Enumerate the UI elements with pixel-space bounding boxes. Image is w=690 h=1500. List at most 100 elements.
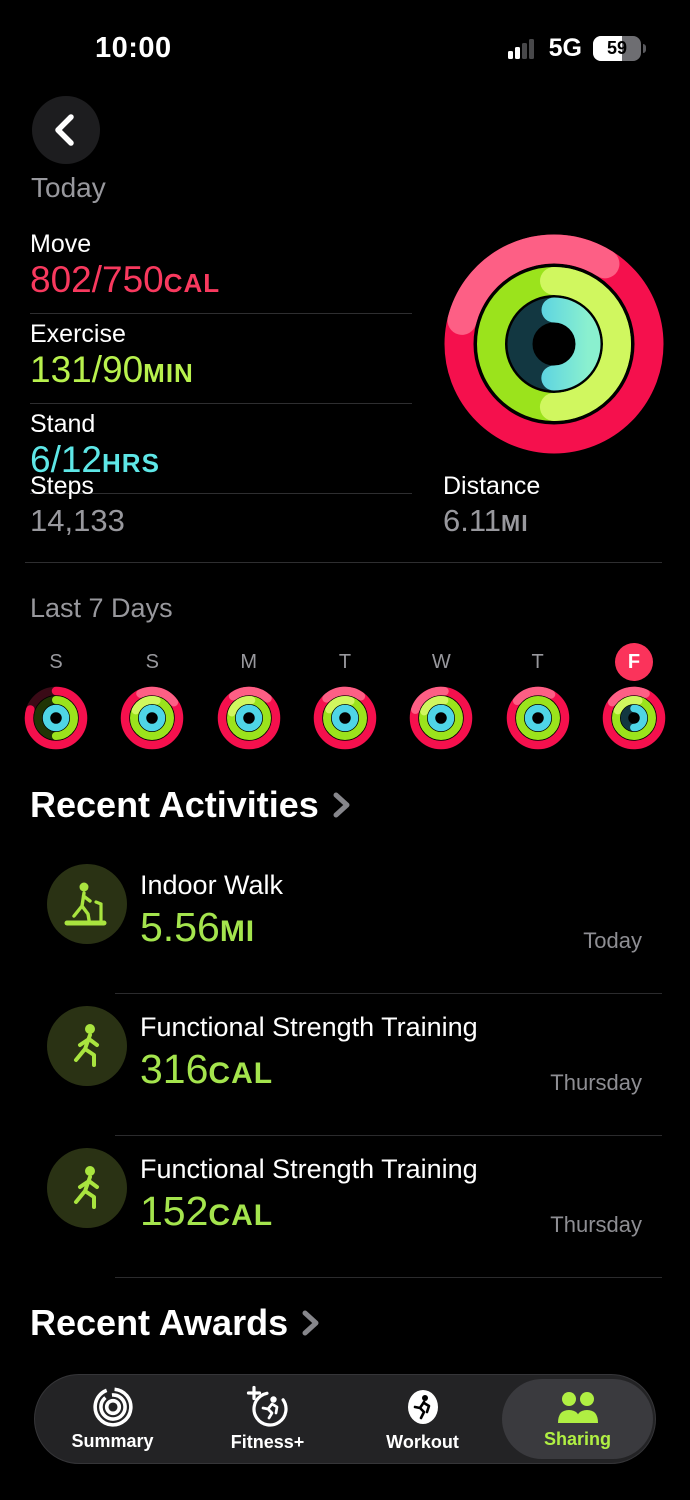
mini-activity-rings [313, 686, 377, 750]
last-7-days-row: S S M T W T F [20, 640, 670, 750]
day-letter: T [338, 650, 352, 673]
strength-training-icon [47, 1148, 127, 1228]
activity-title: Indoor Walk [140, 870, 284, 900]
workout-runner-icon [407, 1390, 438, 1424]
distance-number: 6.11 [443, 503, 502, 538]
day-letter: S [49, 650, 63, 673]
activity-unit: MI [219, 915, 256, 948]
recent-activities-header[interactable]: Recent Activities [30, 784, 351, 826]
tab-summary[interactable]: Summary [37, 1379, 188, 1459]
activity-title: Functional Strength Training [140, 1012, 478, 1042]
distance-label: Distance [443, 472, 541, 500]
sharing-people-icon [557, 1392, 598, 1423]
activity-value: 5.56MI [140, 902, 690, 957]
move-metric: Move 802/750CAL [30, 224, 412, 314]
tab-sharing-label: Sharing [543, 1429, 611, 1449]
battery-nub [643, 44, 646, 53]
recent-awards-header[interactable]: Recent Awards [30, 1302, 320, 1344]
activity-unit: CAL [208, 1057, 274, 1090]
tab-workout[interactable]: Workout [347, 1379, 498, 1459]
chevron-left-icon [55, 114, 74, 146]
distance-unit: MI [501, 510, 529, 536]
tab-bar: Summary Fitness+ Workout [34, 1374, 656, 1464]
mini-activity-rings [121, 686, 184, 750]
divider [115, 1135, 662, 1136]
divider [25, 562, 662, 563]
divider [115, 1277, 662, 1278]
stand-value: 6/12HRS [30, 439, 412, 484]
mini-activity-rings [602, 686, 666, 750]
stand-number: 6/12 [30, 439, 103, 480]
day-cell-today[interactable]: F [598, 640, 670, 750]
today-badge: F [614, 643, 653, 681]
activity-rings [444, 234, 664, 454]
treadmill-walk-icon [47, 864, 127, 944]
chevron-right-icon [302, 1310, 319, 1336]
tab-sharing[interactable]: Sharing [502, 1379, 653, 1459]
recent-awards-title: Recent Awards [30, 1302, 289, 1343]
battery-percent: 59 [606, 38, 628, 58]
activity-value: 316CAL [140, 1044, 690, 1099]
move-label: Move [30, 230, 92, 258]
distance-block: Distance 6.11MI [443, 470, 540, 542]
activity-row[interactable]: Indoor Walk 5.56MI Today [0, 852, 690, 994]
steps-block: Steps 14,133 [30, 470, 443, 542]
activity-title: Functional Strength Training [140, 1154, 478, 1184]
divider [115, 993, 662, 994]
tab-workout-label: Workout [386, 1432, 459, 1452]
tab-fitness-plus-label: Fitness+ [230, 1432, 305, 1452]
battery-icon: 59 [593, 36, 641, 61]
cellular-signal-icon [507, 39, 534, 59]
fitness-plus-icon [246, 1385, 288, 1427]
last-7-days-title: Last 7 Days [30, 593, 173, 623]
stand-metric: Stand 6/12HRS [30, 404, 412, 494]
activity-row[interactable]: Functional Strength Training 316CAL Thur… [0, 994, 690, 1136]
date-label: Today [31, 172, 106, 203]
move-number: 802/750 [30, 259, 164, 300]
back-button[interactable] [32, 96, 100, 164]
stand-unit: HRS [102, 448, 160, 478]
mini-activity-rings [506, 686, 569, 750]
day-cell[interactable]: S [20, 640, 92, 750]
exercise-value: 131/90MIN [30, 349, 412, 394]
day-cell[interactable]: S [116, 640, 188, 750]
move-unit: CAL [163, 268, 221, 298]
exercise-number: 131/90 [30, 349, 144, 390]
day-letter: W [431, 650, 451, 673]
tab-fitness-plus[interactable]: Fitness+ [192, 1379, 343, 1459]
activity-row[interactable]: Functional Strength Training 152CAL Thur… [0, 1136, 690, 1278]
exercise-metric: Exercise 131/90MIN [30, 314, 412, 404]
exercise-unit: MIN [143, 358, 194, 388]
activity-number: 5.56 [140, 904, 220, 950]
day-letter: T [531, 650, 544, 673]
distance-value: 6.11MI [443, 502, 540, 542]
recent-activities-list: Indoor Walk 5.56MI Today Functional Stre… [0, 852, 690, 1278]
activity-date: Thursday [550, 1070, 642, 1095]
status-indicators: 5G 59 [507, 34, 646, 63]
mini-activity-rings [24, 686, 88, 750]
mini-activity-rings [410, 686, 473, 750]
activity-rings-icon [92, 1387, 133, 1427]
activity-value: 152CAL [140, 1186, 690, 1241]
day-letter: S [145, 650, 159, 673]
activity-number: 316 [140, 1046, 209, 1092]
steps-distance-row: Steps 14,133 Distance 6.11MI [30, 470, 662, 542]
day-cell[interactable]: T [309, 640, 381, 750]
status-time: 10:00 [95, 32, 172, 64]
day-cell[interactable]: W [405, 640, 477, 750]
steps-label: Steps [30, 472, 94, 500]
activity-number: 152 [140, 1188, 209, 1234]
network-type-label: 5G [548, 34, 582, 62]
activity-date: Thursday [550, 1212, 642, 1237]
tab-summary-label: Summary [71, 1431, 154, 1451]
stand-label: Stand [30, 410, 96, 438]
move-value: 802/750CAL [30, 259, 412, 304]
daily-metrics: Move 802/750CAL Exercise 131/90MIN Stand… [30, 224, 412, 494]
day-cell[interactable]: M [213, 640, 285, 750]
strength-training-icon [47, 1006, 127, 1086]
activity-date: Today [583, 928, 642, 953]
mini-activity-rings [217, 686, 280, 750]
exercise-label: Exercise [30, 320, 126, 348]
day-cell[interactable]: T [502, 640, 574, 750]
